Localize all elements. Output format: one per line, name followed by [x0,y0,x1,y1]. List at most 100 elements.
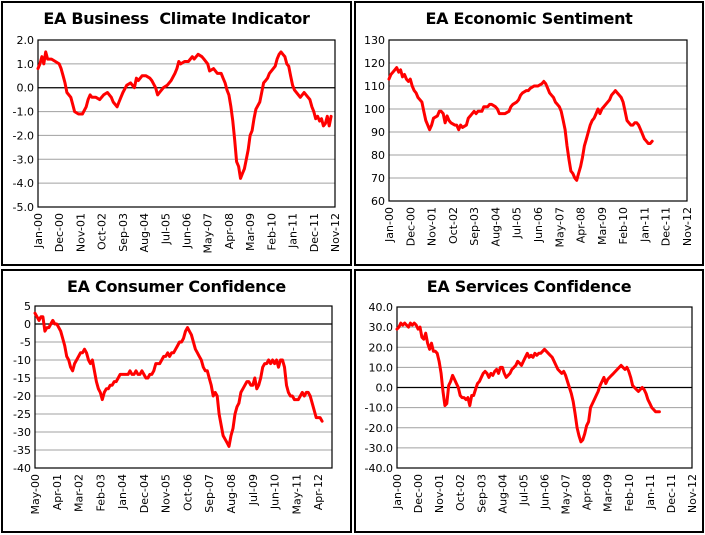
x-tick-label: Jan-00 [383,207,396,243]
x-tick-label: Aug-08 [225,474,238,513]
x-tick-label: Dec-00 [53,213,66,252]
x-tick-label: Oct-02 [454,474,467,511]
x-tick-label: Sep-03 [117,213,130,252]
series-line [395,321,661,444]
x-tick-label: Jan-00 [32,213,45,249]
x-tick-label: Apr-08 [581,474,594,510]
y-tick-label: -10 [13,354,31,367]
x-tick-label: May-07 [553,207,566,248]
plot-area-frame [388,39,688,202]
x-tick-label: Mar-09 [244,213,257,251]
chart-panel-consumer-confidence: EA Consumer Confidence 5 0 -5 -10 -15 -20 -25 -… [1,269,352,533]
y-tick-label: 130 [364,34,385,47]
y-tick-label: 100 [364,103,385,116]
y-tick-label: -40.0 [365,462,393,475]
chart-title: EA Consumer Confidence [67,277,286,296]
y-tick-label: -5 [20,336,31,349]
y-tick-label: -10.0 [365,402,393,415]
y-tick-label: -1.0 [13,106,34,119]
x-tick-label: May-07 [560,474,573,515]
x-tick-label: Mar-09 [602,474,615,512]
y-tick-label: 2.0 [17,34,35,47]
y-tick-label: -40 [13,462,31,475]
y-tick-label: 0 [24,318,31,331]
x-tick-label: Feb-03 [94,474,107,511]
x-tick-label: Oct-06 [181,474,194,511]
x-tick-label: Jul-09 [247,474,260,506]
chart-panel-business-climate: EA Business Climate Indicator 2.0 1.0 0.0 -… [1,1,352,266]
y-tick-label: 20.0 [369,341,394,354]
x-tick-label: Dec-00 [412,474,425,513]
chart-title: EA Business Climate Indicator [43,9,310,28]
x-tick-label: Nov-05 [160,474,173,513]
x-tick-label: Apr-08 [575,207,588,243]
x-tick-label: Aug-04 [489,207,502,246]
x-tick-label: Mar-09 [596,207,609,245]
x-tick-label: Jun-06 [532,207,545,243]
series-line [387,66,654,182]
chart-svg: 40.030.020.010.00.0-10.0-20.0-30.0-40.0J… [365,301,699,515]
x-tick-label: Dec-04 [138,474,151,513]
y-tick-label: 70 [371,172,385,185]
series-line [36,50,333,180]
y-tick-label: -20 [13,390,31,403]
x-tick-label: Sep-03 [475,474,488,513]
y-tick-label: 110 [364,80,385,93]
x-tick-label: Jun-06 [539,474,552,510]
x-tick-label: May-07 [202,213,215,254]
y-tick-label: -2.0 [13,129,34,142]
x-tick-label: Jun-10 [269,474,282,510]
x-tick-label: Nov-12 [681,207,694,246]
y-tick-label: 120 [364,57,385,70]
x-tick-label: Apr-01 [51,474,64,510]
x-tick-label: Oct-02 [447,207,460,244]
x-tick-label: Jan-04 [116,474,129,510]
x-tick-label: May-00 [29,474,42,515]
x-tick-label: Mar-02 [73,474,86,512]
x-tick-label: Aug-04 [138,213,151,252]
x-tick-label: Jan-11 [638,207,651,243]
y-tick-label: 0.0 [376,382,394,395]
y-tick-label: 5 [24,300,31,313]
x-tick-label: Dec-11 [308,213,321,252]
y-tick-label: 1.0 [17,58,35,71]
y-tick-label: 80 [371,149,385,162]
series-line [33,311,324,448]
y-tick-label: 30.0 [369,321,394,334]
x-tick-label: Jun-06 [181,213,194,249]
x-tick-label: Dec-00 [404,207,417,246]
y-tick-label: 0.0 [17,82,35,95]
x-tick-label: Sep-07 [203,474,216,513]
plot-area-frame [34,305,333,469]
y-tick-label: -15 [13,372,31,385]
y-tick-label: 10.0 [369,361,394,374]
x-tick-label: Aug-04 [496,474,509,513]
x-tick-label: Nov-01 [433,474,446,513]
chart-panel-economic-sentiment: EA Economic Sentiment 130 120 110 100 90 80 70… [354,1,704,266]
x-tick-label: Feb-10 [617,207,630,244]
y-tick-label: 60 [371,195,385,208]
y-tick-label: -3.0 [13,153,34,166]
x-tick-label: Apr-12 [312,474,325,510]
x-tick-label: Nov-01 [74,213,87,252]
x-tick-label: Nov-01 [426,207,439,246]
x-tick-label: Jan-11 [287,213,300,249]
x-tick-label: Dec-11 [660,207,673,246]
y-tick-label: -35 [13,444,31,457]
plot-area-frame [37,39,336,208]
x-tick-label: Jan-11 [644,474,657,510]
y-tick-label: 90 [371,126,385,139]
x-tick-label: Nov-12 [329,213,342,252]
y-tick-label: -20.0 [365,422,393,435]
y-tick-label: 40.0 [369,301,394,314]
y-tick-label: -4.0 [13,177,34,190]
x-tick-label: Jan-00 [391,474,404,510]
x-tick-label: May-11 [290,474,303,515]
x-tick-label: Jul-05 [511,207,524,239]
x-tick-label: Apr-08 [223,213,236,249]
chart-title: EA Services Confidence [426,277,632,296]
y-tick-label: -30 [13,426,31,439]
